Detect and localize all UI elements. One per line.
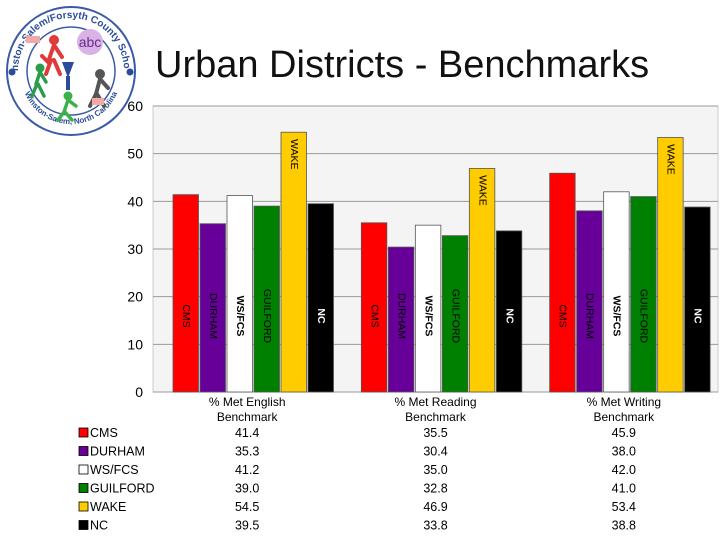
bar-label: CMS — [368, 304, 380, 327]
bar — [630, 196, 657, 393]
data-table-value: 35.0 — [423, 463, 447, 477]
legend-label: WS/FCS — [90, 463, 139, 477]
data-table-value: 35.5 — [423, 426, 447, 440]
y-tick-label: 50 — [127, 146, 143, 162]
bar — [172, 194, 199, 393]
legend-label: NC — [90, 519, 108, 533]
y-tick-label: 10 — [127, 336, 143, 352]
data-table-value: 41.4 — [235, 426, 259, 440]
data-table-value: 46.9 — [423, 500, 447, 514]
slide-title: Urban Districts - Benchmarks — [155, 44, 650, 86]
data-table-value: 54.5 — [235, 500, 259, 514]
data-table-value: 30.4 — [423, 445, 447, 459]
bar-label: CMS — [180, 304, 192, 327]
data-table-value: 38.0 — [612, 445, 636, 459]
bar — [307, 203, 334, 393]
category-label: Benchmark — [593, 410, 655, 424]
category-label: % Met Writing — [587, 395, 661, 409]
bar-label: DURHAM — [207, 293, 219, 339]
bar — [414, 224, 442, 393]
bar — [576, 210, 603, 393]
data-table-value: 32.8 — [423, 482, 447, 496]
y-tick-label: 0 — [135, 384, 143, 400]
y-tick-label: 40 — [127, 193, 143, 209]
bar-label: WAKE — [288, 139, 300, 170]
plot-area — [152, 105, 719, 393]
legend-swatch — [78, 483, 89, 493]
y-tick-label: 20 — [127, 289, 143, 305]
bar — [280, 131, 307, 393]
data-table-value: 42.0 — [612, 463, 636, 477]
data-table-value: 53.4 — [612, 500, 636, 514]
legend-swatch — [78, 501, 89, 512]
figures-icon — [26, 35, 110, 122]
bar-label: WAKE — [665, 144, 677, 175]
bar — [253, 205, 280, 393]
bar-label: NC — [503, 308, 515, 324]
data-table-value: 35.3 — [235, 445, 259, 459]
data-table-value: 33.8 — [423, 519, 447, 533]
category-label: % Met English — [209, 395, 286, 409]
data-table-value: 41.2 — [235, 463, 259, 477]
category-label: % Met Reading — [394, 395, 476, 409]
legend-swatch — [78, 427, 89, 438]
logo-badge-text: abc — [79, 34, 102, 50]
bar-label: GUILFORD — [449, 289, 461, 344]
bar-label: GUILFORD — [638, 289, 650, 344]
data-table-value: 45.9 — [612, 426, 636, 440]
bar-label: WS/FCS — [611, 296, 623, 337]
bar — [360, 222, 388, 393]
bar-label: DURHAM — [395, 293, 407, 339]
bar — [226, 195, 253, 393]
school-district-logo: Winston-Salem/Forsyth County Schools Win… — [2, 2, 136, 136]
category-label: Benchmark — [405, 410, 467, 424]
bar — [549, 172, 576, 393]
bar — [495, 230, 523, 393]
data-table-value: 38.8 — [612, 519, 636, 533]
y-tick-label: 30 — [127, 241, 143, 257]
bar — [387, 246, 415, 393]
bar-label: DURHAM — [584, 293, 596, 339]
bar-label: WS/FCS — [422, 296, 434, 337]
legend-label: WAKE — [90, 500, 126, 514]
bar — [441, 235, 469, 393]
legend-swatch — [78, 446, 89, 456]
bar — [657, 137, 684, 393]
data-table-value: 39.0 — [235, 482, 259, 496]
bar — [468, 168, 496, 393]
bar-label: NC — [692, 308, 704, 324]
bar — [603, 191, 630, 393]
legend-label: DURHAM — [90, 445, 145, 459]
bar-label: GUILFORD — [261, 289, 273, 344]
bar-label: CMS — [557, 304, 569, 327]
bar-label: WAKE — [476, 175, 488, 206]
data-table-value: 41.0 — [612, 482, 636, 496]
legend-swatch — [78, 520, 89, 530]
legend-label: CMS — [90, 426, 118, 440]
bar — [199, 223, 226, 393]
legend-label: GUILFORD — [90, 482, 155, 496]
bar — [684, 206, 711, 393]
data-table-value: 39.5 — [235, 519, 259, 533]
legend-swatch — [78, 464, 89, 475]
category-label: Benchmark — [217, 410, 279, 424]
bar-label: WS/FCS — [234, 296, 246, 337]
bar-label: NC — [315, 308, 327, 324]
